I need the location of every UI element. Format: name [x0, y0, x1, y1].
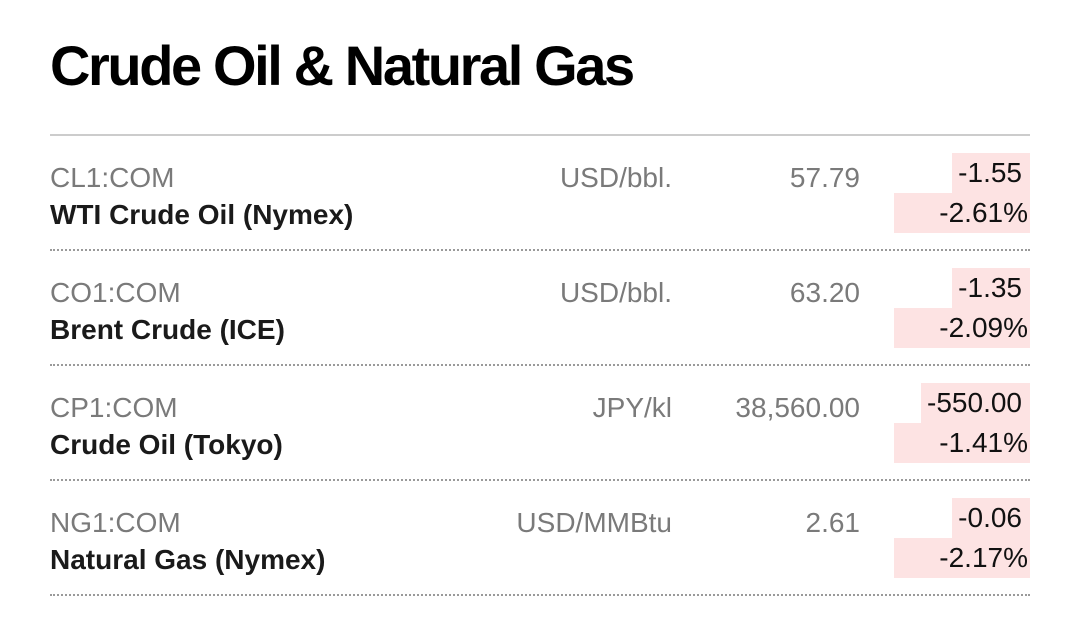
page-title: Crude Oil & Natural Gas	[50, 34, 635, 97]
net-change: -0.06	[952, 498, 1030, 538]
price-unit: USD/bbl.	[559, 277, 672, 308]
percent-change: -1.41%	[894, 423, 1030, 463]
ticker-symbol[interactable]: CL1:COM	[50, 162, 175, 193]
table-row[interactable]: CL1:COM WTI Crude Oil (Nymex) USD/bbl. 5…	[50, 136, 1030, 251]
percent-change: -2.09%	[894, 308, 1030, 348]
price-value: 2.61	[805, 507, 861, 538]
price-unit: USD/MMBtu	[516, 507, 672, 538]
commodity-name[interactable]: WTI Crude Oil (Nymex)	[50, 199, 354, 230]
commodity-name[interactable]: Brent Crude (ICE)	[50, 314, 285, 345]
commodity-name[interactable]: Crude Oil (Tokyo)	[50, 429, 283, 460]
ticker-symbol[interactable]: CP1:COM	[50, 392, 178, 423]
header-divider	[50, 134, 1030, 136]
table-row[interactable]: NG1:COM Natural Gas (Nymex) USD/MMBtu 2.…	[50, 481, 1030, 596]
commodity-list: CL1:COM WTI Crude Oil (Nymex) USD/bbl. 5…	[50, 136, 1030, 596]
table-row[interactable]: CP1:COM Crude Oil (Tokyo) JPY/kl 38,560.…	[50, 366, 1030, 481]
table-row[interactable]: CO1:COM Brent Crude (ICE) USD/bbl. 63.20…	[50, 251, 1030, 366]
percent-change: -2.61%	[894, 193, 1030, 233]
ticker-symbol[interactable]: NG1:COM	[50, 507, 181, 538]
net-change: -1.35	[952, 268, 1030, 308]
commodity-table-card: Crude Oil & Natural Gas CL1:COM WTI Crud…	[50, 0, 1030, 640]
price-unit: JPY/kl	[592, 392, 672, 423]
net-change: -550.00	[921, 383, 1030, 423]
net-change: -1.55	[952, 153, 1030, 193]
ticker-symbol[interactable]: CO1:COM	[50, 277, 181, 308]
commodity-name[interactable]: Natural Gas (Nymex)	[50, 544, 326, 575]
price-value: 63.20	[789, 277, 860, 308]
price-value: 57.79	[789, 162, 860, 193]
percent-change: -2.17%	[894, 538, 1030, 578]
price-value: 38,560.00	[735, 392, 860, 423]
price-unit: USD/bbl.	[559, 162, 672, 193]
